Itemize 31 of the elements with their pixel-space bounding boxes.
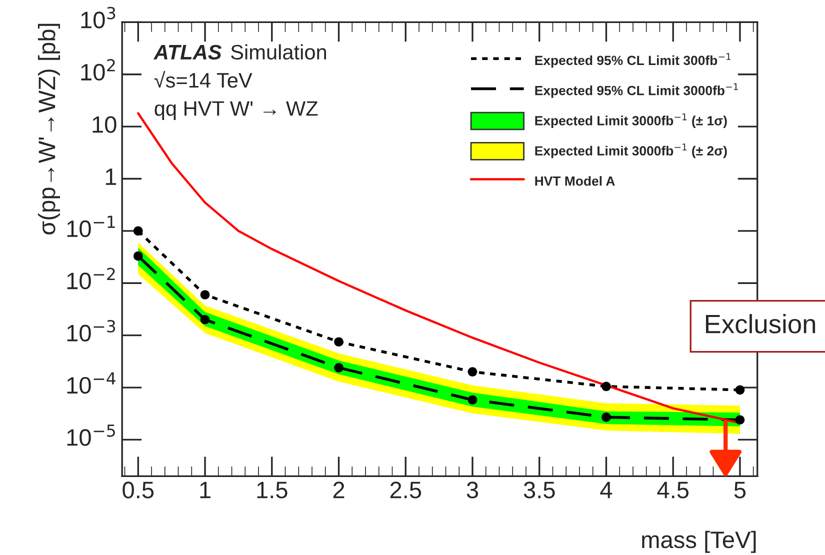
x-tick-label: 1 — [200, 482, 210, 498]
annotation: √s=14 TeV — [154, 71, 252, 88]
annotation: Exclusion — [706, 314, 816, 334]
y-tick-label: 10$^{−2}$ — [67, 268, 115, 290]
x-tick-label: 2.5 — [390, 482, 422, 498]
y-tick-label: 10$^{3}$ — [81, 6, 116, 28]
y-tick-label: 10$^{−5}$ — [67, 424, 115, 446]
annotation: Simulation — [231, 44, 326, 60]
y-tick-label: 10$^{2}$ — [81, 59, 115, 81]
legend-label: Expected Limit 3000fb$^{−1}$ (± 2σ) — [535, 144, 727, 158]
y-axis-title: σ(pp→W'→WZ) [pb] — [38, 24, 60, 234]
x-tick-label: 3 — [466, 482, 478, 498]
x-tick-label: 3.5 — [524, 482, 555, 498]
annotation: qq HVT W' → WZ — [154, 101, 318, 120]
y-tick-label: 10$^{−3}$ — [67, 320, 116, 342]
y-tick-label: 1 — [106, 168, 116, 185]
legend-label: Expected 95% CL Limit 300fb$^{−1}$ — [535, 53, 731, 68]
x-axis-title: mass [TeV] — [642, 530, 756, 553]
legend-label: Expected 95% CL Limit 3000fb$^{−1}$ — [535, 83, 738, 98]
x-tick-label: 2 — [333, 482, 344, 498]
x-tick-label: 0.5 — [122, 482, 154, 498]
legend-label: Expected Limit 3000fb$^{−1}$ (± 1σ) — [535, 113, 727, 128]
y-tick-label: 10$^{−1}$ — [67, 216, 115, 238]
x-tick-label: 4.5 — [657, 482, 689, 498]
x-tick-label: 5 — [734, 482, 746, 498]
x-tick-label: 4 — [600, 482, 612, 498]
y-tick-label: 10 — [92, 116, 116, 133]
annotation: ATLAS — [153, 44, 222, 60]
x-tick-label: 1.5 — [257, 482, 288, 498]
legend-label: HVT Model A — [535, 176, 615, 186]
y-tick-label: 10$^{−4}$ — [67, 372, 116, 394]
